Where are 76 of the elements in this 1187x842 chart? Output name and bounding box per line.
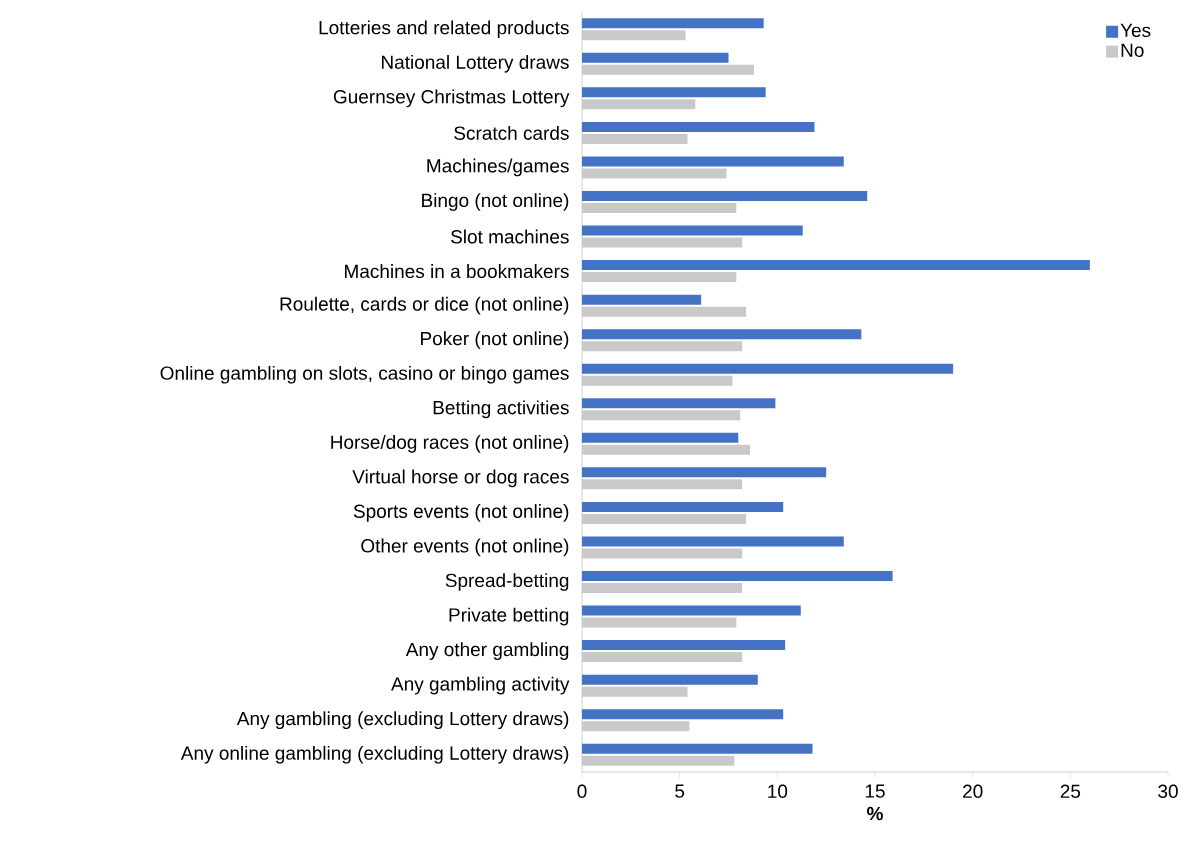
bar [582,168,727,179]
bar [582,260,1090,271]
x-tick-label: 20 [963,784,983,798]
bar [582,64,754,75]
bar [582,156,844,167]
y-tick-label: Machines in a bookmakers [345,264,569,279]
bar [582,444,750,455]
bar [582,686,688,697]
bar [582,674,758,685]
y-tick-label: Lotteries and related products [319,20,569,39]
bar [582,755,735,766]
bar [582,133,688,144]
bar [582,121,815,132]
y-tick-label: Spread-betting [445,573,569,591]
bar [582,18,764,29]
bar [582,467,827,478]
y-tick-label: Horse/dog races (not online) [331,434,569,453]
bar [582,501,784,512]
bar [582,225,803,236]
x-tick-label: 15 [865,784,885,798]
bar [582,341,743,352]
bar [582,513,747,524]
y-tick-label: Any gambling (excluding Lottery draws) [236,711,569,730]
x-tick-label: 25 [1060,784,1081,798]
bar [582,652,743,663]
bar [582,479,743,490]
bar [582,432,739,443]
bar [582,329,862,340]
y-tick-label: Sports events (not online) [353,504,569,522]
bar [582,203,737,213]
legend-label: Yes [1120,23,1151,38]
y-tick-label: Other events (not online) [361,538,569,557]
bar [582,237,743,248]
bar [582,306,747,317]
y-tick-label: National Lottery draws [381,54,569,73]
bar [582,617,737,628]
y-tick-label: Any other gambling [405,642,569,660]
bar [582,375,733,386]
x-tick-label: 0 [577,784,587,798]
x-tick-label: 10 [768,784,788,798]
bar [582,410,741,421]
y-tick-label: Scratch cards [454,125,569,140]
bar [582,605,801,616]
bar [582,398,776,409]
y-tick-label: Machines/games [427,158,569,177]
bar [582,99,696,110]
bar [582,191,868,201]
bar [582,363,954,374]
y-tick-label: Poker (not online) [421,331,569,350]
bar [582,709,784,720]
bar [582,548,743,559]
bar [582,743,813,754]
x-axis-title: % [867,806,883,821]
bar [582,536,844,547]
bar [582,30,686,41]
x-tick-label: 5 [675,784,685,798]
bar [582,571,893,582]
y-tick-label: Slot machines [450,229,569,244]
y-tick-label: Guernsey Christmas Lottery [333,89,570,108]
bar [582,272,737,283]
bar [582,583,743,594]
y-tick-label: Private betting [449,607,569,626]
legend-label: No [1121,43,1144,57]
y-tick-label: Online gambling on slots, casino or bingo games [160,365,569,384]
bar [582,294,702,305]
bar [582,87,766,98]
y-tick-label: Roulette, cards or dice (not online) [280,296,569,315]
bar [582,721,690,732]
y-tick-label: Betting activities [433,400,569,419]
y-tick-label: Any gambling activity [391,676,570,695]
y-tick-label: Any online gambling (excluding Lottery draws) [180,745,569,764]
bar [582,52,729,63]
x-tick-label: 30 [1158,784,1178,798]
bar [582,640,786,651]
y-tick-label: Virtual horse or dog races [352,469,569,488]
y-tick-label: Bingo (not online) [422,193,569,211]
